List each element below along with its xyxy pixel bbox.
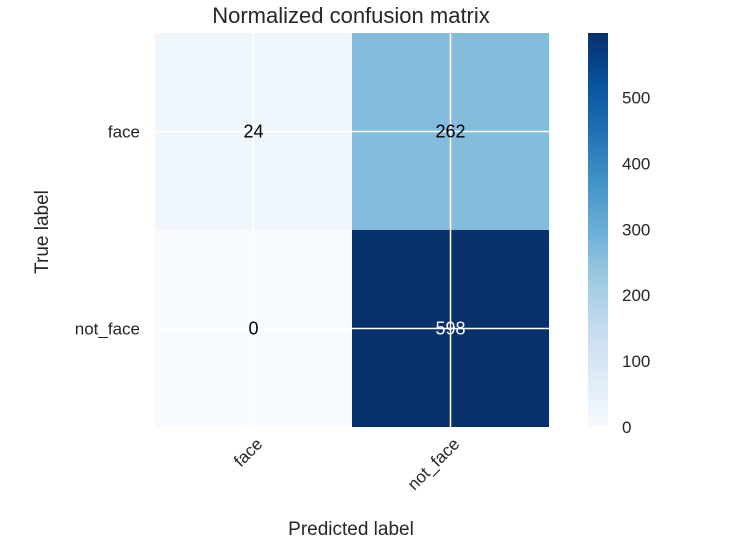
y-tick-labels: face not_face <box>75 123 140 339</box>
cell-value-labels: 24 262 0 598 <box>243 122 465 339</box>
cell-value-label: 24 <box>243 122 263 142</box>
x-tick-label: not_face <box>404 434 464 494</box>
colorbar-tick-label: 300 <box>622 220 650 239</box>
colorbar-tick-labels: 0 100 200 300 400 500 <box>622 89 650 437</box>
colorbar-tick-label: 100 <box>622 352 650 371</box>
y-axis-label: True label <box>32 190 53 274</box>
x-tick-label: face <box>230 434 266 470</box>
colorbar <box>588 33 608 427</box>
heatmap-cells <box>155 33 549 427</box>
colorbar-tick-label: 400 <box>622 154 650 173</box>
colorbar-tick-label: 200 <box>622 286 650 305</box>
cell-value-label: 0 <box>248 319 258 339</box>
chart-title: Normalized confusion matrix <box>212 3 490 28</box>
y-tick-label: not_face <box>75 320 140 339</box>
grid-lines <box>155 33 549 427</box>
y-tick-label: face <box>108 123 140 142</box>
x-tick-labels: face not_face <box>230 434 463 494</box>
colorbar-tick-label: 0 <box>622 418 631 437</box>
x-axis-label: Predicted label <box>288 519 414 540</box>
colorbar-tick-label: 500 <box>622 89 650 108</box>
cell-value-label: 262 <box>435 122 465 142</box>
cell-value-label: 598 <box>435 319 465 339</box>
